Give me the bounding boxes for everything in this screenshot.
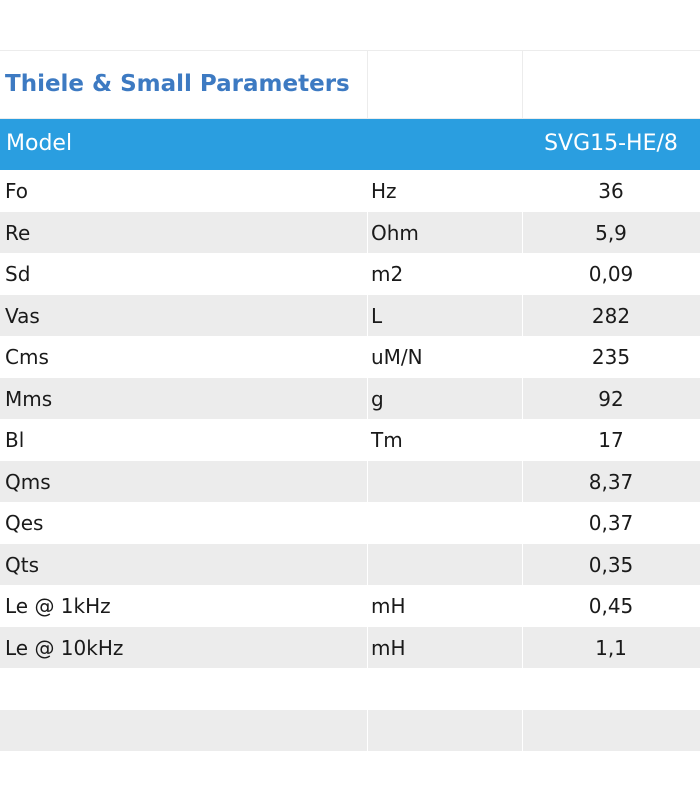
param-unit: mH: [371, 594, 406, 618]
param-value: 0,09: [588, 262, 634, 286]
table-row: Qes 0,37: [0, 502, 700, 544]
param-name: Le @ 1kHz: [5, 594, 111, 618]
param-value: 1,1: [595, 635, 627, 660]
param-name: Qts: [5, 552, 40, 577]
param-value: 92: [598, 386, 624, 411]
column-divider: [367, 211, 368, 253]
param-value: 5,9: [595, 220, 627, 245]
column-divider: [367, 543, 368, 585]
column-divider: [522, 51, 523, 118]
model-label: Model: [6, 131, 73, 156]
param-name: Re: [5, 220, 31, 245]
column-divider: [367, 294, 368, 336]
param-value: 17: [598, 428, 624, 452]
table-row: Le @ 10kHz mH 1,1: [0, 626, 700, 668]
column-divider: [522, 626, 523, 668]
param-name: Vas: [5, 303, 40, 328]
column-divider: [522, 294, 523, 336]
table-row: Bl Tm 17: [0, 419, 700, 461]
param-value: 0,37: [588, 511, 634, 535]
param-unit: uM/N: [371, 345, 423, 369]
title-row: Thiele & Small Parameters: [0, 50, 700, 119]
table-row: Re Ohm 5,9: [0, 211, 700, 253]
param-unit: mH: [371, 635, 406, 660]
table-row: Vas L 282: [0, 294, 700, 336]
param-name: Fo: [5, 179, 29, 203]
table-row: Qms 8,37: [0, 460, 700, 502]
column-divider: [367, 626, 368, 668]
param-name: Qms: [5, 469, 51, 494]
parameters-sheet: Thiele & Small Parameters Model SVG15-HE…: [0, 50, 700, 751]
param-name: Sd: [5, 262, 31, 286]
param-unit: m2: [371, 262, 404, 286]
param-unit: Hz: [371, 179, 397, 203]
param-unit: Ohm: [371, 220, 419, 245]
param-value: 282: [591, 303, 631, 328]
page-title: Thiele & Small Parameters: [5, 71, 350, 97]
table-row: Sd m2 0,09: [0, 253, 700, 295]
table-row: Cms uM/N 235: [0, 336, 700, 378]
param-name: Qes: [5, 511, 44, 535]
param-value: 235: [591, 345, 631, 369]
param-value: 36: [598, 179, 624, 203]
param-name: Bl: [5, 428, 25, 452]
table-row: Mms g 92: [0, 377, 700, 419]
parameters-table: Fo Hz 36 Re Ohm 5,9 Sd m2 0,09 Vas L 282…: [0, 170, 700, 751]
table-row: [0, 668, 700, 710]
column-divider: [522, 211, 523, 253]
table-header: Model SVG15-HE/8: [0, 119, 700, 170]
model-value: SVG15-HE/8: [544, 131, 678, 156]
column-divider: [367, 709, 368, 751]
column-divider: [367, 51, 368, 118]
table-row: [0, 709, 700, 751]
param-value: 0,35: [588, 552, 634, 577]
param-name: Le @ 10kHz: [5, 635, 124, 660]
param-unit: L: [371, 303, 383, 328]
column-divider: [367, 460, 368, 502]
column-divider: [367, 377, 368, 419]
param-name: Mms: [5, 386, 53, 411]
table-row: Fo Hz 36: [0, 170, 700, 212]
param-name: Cms: [5, 345, 49, 369]
param-value: 0,45: [588, 594, 634, 618]
column-divider: [522, 543, 523, 585]
param-value: 8,37: [588, 469, 634, 494]
column-divider: [522, 460, 523, 502]
column-divider: [522, 377, 523, 419]
table-row: Le @ 1kHz mH 0,45: [0, 585, 700, 627]
param-unit: Tm: [371, 428, 403, 452]
column-divider: [522, 709, 523, 751]
table-row: Qts 0,35: [0, 543, 700, 585]
param-unit: g: [371, 386, 384, 411]
